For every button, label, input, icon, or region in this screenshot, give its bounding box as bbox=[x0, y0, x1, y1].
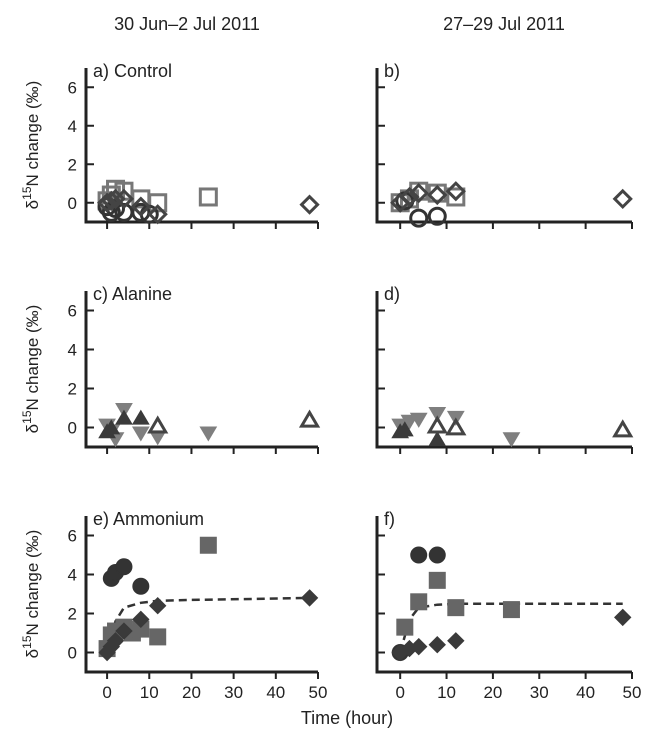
panel-title: d) bbox=[384, 284, 400, 304]
y-tick-label: 4 bbox=[68, 566, 77, 585]
y-axis-label: δ15N change (‰) bbox=[20, 81, 42, 210]
y-tick-label: 0 bbox=[68, 194, 77, 213]
triangle-down-filled-point bbox=[409, 412, 428, 428]
y-tick-label: 4 bbox=[68, 341, 77, 360]
triangle-up-filled-point bbox=[395, 421, 414, 437]
column-title-left: 30 Jun–2 Jul 2011 bbox=[114, 14, 260, 34]
panel-title: e) Ammonium bbox=[93, 509, 204, 529]
circle-open-point bbox=[409, 208, 429, 228]
triangle-up-filled-point bbox=[115, 409, 133, 425]
triangle-down-filled-point bbox=[428, 406, 447, 423]
x-tick-label: 50 bbox=[309, 683, 328, 702]
diamond-filled-point bbox=[428, 635, 446, 654]
diamond-open-point bbox=[105, 188, 126, 210]
square-filled-point bbox=[428, 571, 446, 589]
x-tick-label: 10 bbox=[437, 683, 456, 702]
triangle-up-filled-point bbox=[131, 409, 150, 425]
triangle-down-filled-point bbox=[131, 426, 150, 442]
x-tick-label: 20 bbox=[483, 683, 502, 702]
square-filled-point bbox=[447, 599, 465, 617]
triangle-up-open-point bbox=[445, 417, 467, 436]
panel-title: a) Control bbox=[93, 61, 172, 81]
y-tick-label: 6 bbox=[68, 78, 77, 97]
panel-title: f) bbox=[384, 509, 395, 529]
triangle-down-filled-point bbox=[199, 426, 218, 442]
diamond-filled-point bbox=[115, 622, 133, 640]
y-tick-label: 0 bbox=[68, 644, 77, 663]
diamond-filled-point bbox=[132, 610, 150, 629]
x-tick-label: 50 bbox=[623, 683, 642, 702]
triangle-up-filled-point bbox=[428, 431, 447, 447]
diamond-filled-point bbox=[614, 608, 632, 627]
y-axis-label: δ15N change (‰) bbox=[20, 305, 42, 434]
diamond-filled-point bbox=[149, 596, 167, 615]
x-tick-label: 40 bbox=[576, 683, 595, 702]
x-tick-label: 0 bbox=[102, 683, 111, 702]
x-axis-label: Time (hour) bbox=[301, 708, 393, 728]
panel-title: c) Alanine bbox=[93, 284, 172, 304]
x-tick-label: 10 bbox=[140, 683, 159, 702]
x-tick-label: 40 bbox=[266, 683, 285, 702]
diamond-open-point bbox=[130, 196, 151, 217]
square-filled-point bbox=[502, 601, 520, 619]
fit-line-dashed bbox=[398, 602, 623, 653]
y-tick-label: 2 bbox=[68, 155, 77, 174]
y-tick-label: 6 bbox=[68, 527, 77, 546]
column-title-right: 27–29 Jul 2011 bbox=[443, 14, 565, 34]
fit-line-dashed bbox=[105, 596, 310, 653]
triangle-up-open-point bbox=[426, 415, 448, 434]
triangle-up-open-point bbox=[612, 419, 634, 438]
diamond-filled-point bbox=[106, 632, 125, 650]
diamond-open-point bbox=[612, 188, 633, 210]
panel-d: d) bbox=[375, 284, 634, 454]
square-filled-point bbox=[396, 618, 414, 636]
triangle-down-filled-point bbox=[502, 432, 521, 448]
panel-c-alanine: 0 2 4 6 c) Alanine δ15N change (‰) bbox=[20, 284, 321, 454]
y-tick-label: 6 bbox=[68, 302, 77, 321]
circle-filled-point bbox=[132, 577, 150, 595]
panel-title: b) bbox=[384, 61, 400, 81]
circle-open-point bbox=[427, 206, 447, 226]
y-tick-label: 4 bbox=[68, 117, 77, 136]
diamond-filled-point bbox=[410, 637, 428, 656]
y-tick-label: 2 bbox=[68, 605, 77, 624]
panel-e-ammonium: 0 2 4 6 0 10 20 30 40 50 e) Ammonium δ15N change (‰… bbox=[20, 509, 327, 702]
triangle-up-open-point bbox=[298, 409, 321, 428]
panel-f: 0 10 20 30 40 50 f) bbox=[375, 509, 642, 702]
y-tick-label: 0 bbox=[68, 419, 77, 438]
triangle-up-open-point bbox=[147, 415, 169, 434]
x-tick-label: 30 bbox=[224, 683, 243, 702]
diamond-open-point bbox=[445, 181, 466, 202]
diamond-open-point bbox=[399, 186, 420, 208]
circle-open-point bbox=[131, 202, 151, 222]
square-open-point bbox=[198, 187, 218, 207]
diamond-open-point bbox=[299, 194, 320, 215]
diamond-open-point bbox=[96, 192, 118, 213]
y-axis-label: δ15N change (‰) bbox=[20, 530, 42, 659]
circle-filled-point bbox=[428, 546, 446, 564]
square-filled-point bbox=[149, 628, 167, 646]
triangle-up-filled-point bbox=[102, 419, 121, 435]
square-filled-point bbox=[410, 593, 428, 611]
diamond-filled-point bbox=[300, 589, 319, 607]
diamond-open-point bbox=[427, 184, 448, 206]
square-open-point bbox=[446, 187, 466, 207]
x-tick-label: 30 bbox=[530, 683, 549, 702]
panel-a-control: 0 2 4 6 a) Control δ15N change (‰) bbox=[20, 61, 320, 229]
panel-b: b) bbox=[375, 61, 633, 229]
circle-filled-point bbox=[115, 558, 133, 576]
diamond-filled-point bbox=[447, 632, 465, 650]
diamond-open-point bbox=[408, 183, 429, 204]
circle-filled-point bbox=[410, 546, 428, 564]
x-tick-label: 0 bbox=[395, 683, 404, 702]
y-tick-label: 2 bbox=[68, 380, 77, 399]
x-tick-label: 20 bbox=[182, 683, 201, 702]
square-filled-point bbox=[199, 536, 217, 554]
diamond-open-point bbox=[113, 188, 135, 210]
diamond-open-point bbox=[147, 204, 168, 225]
